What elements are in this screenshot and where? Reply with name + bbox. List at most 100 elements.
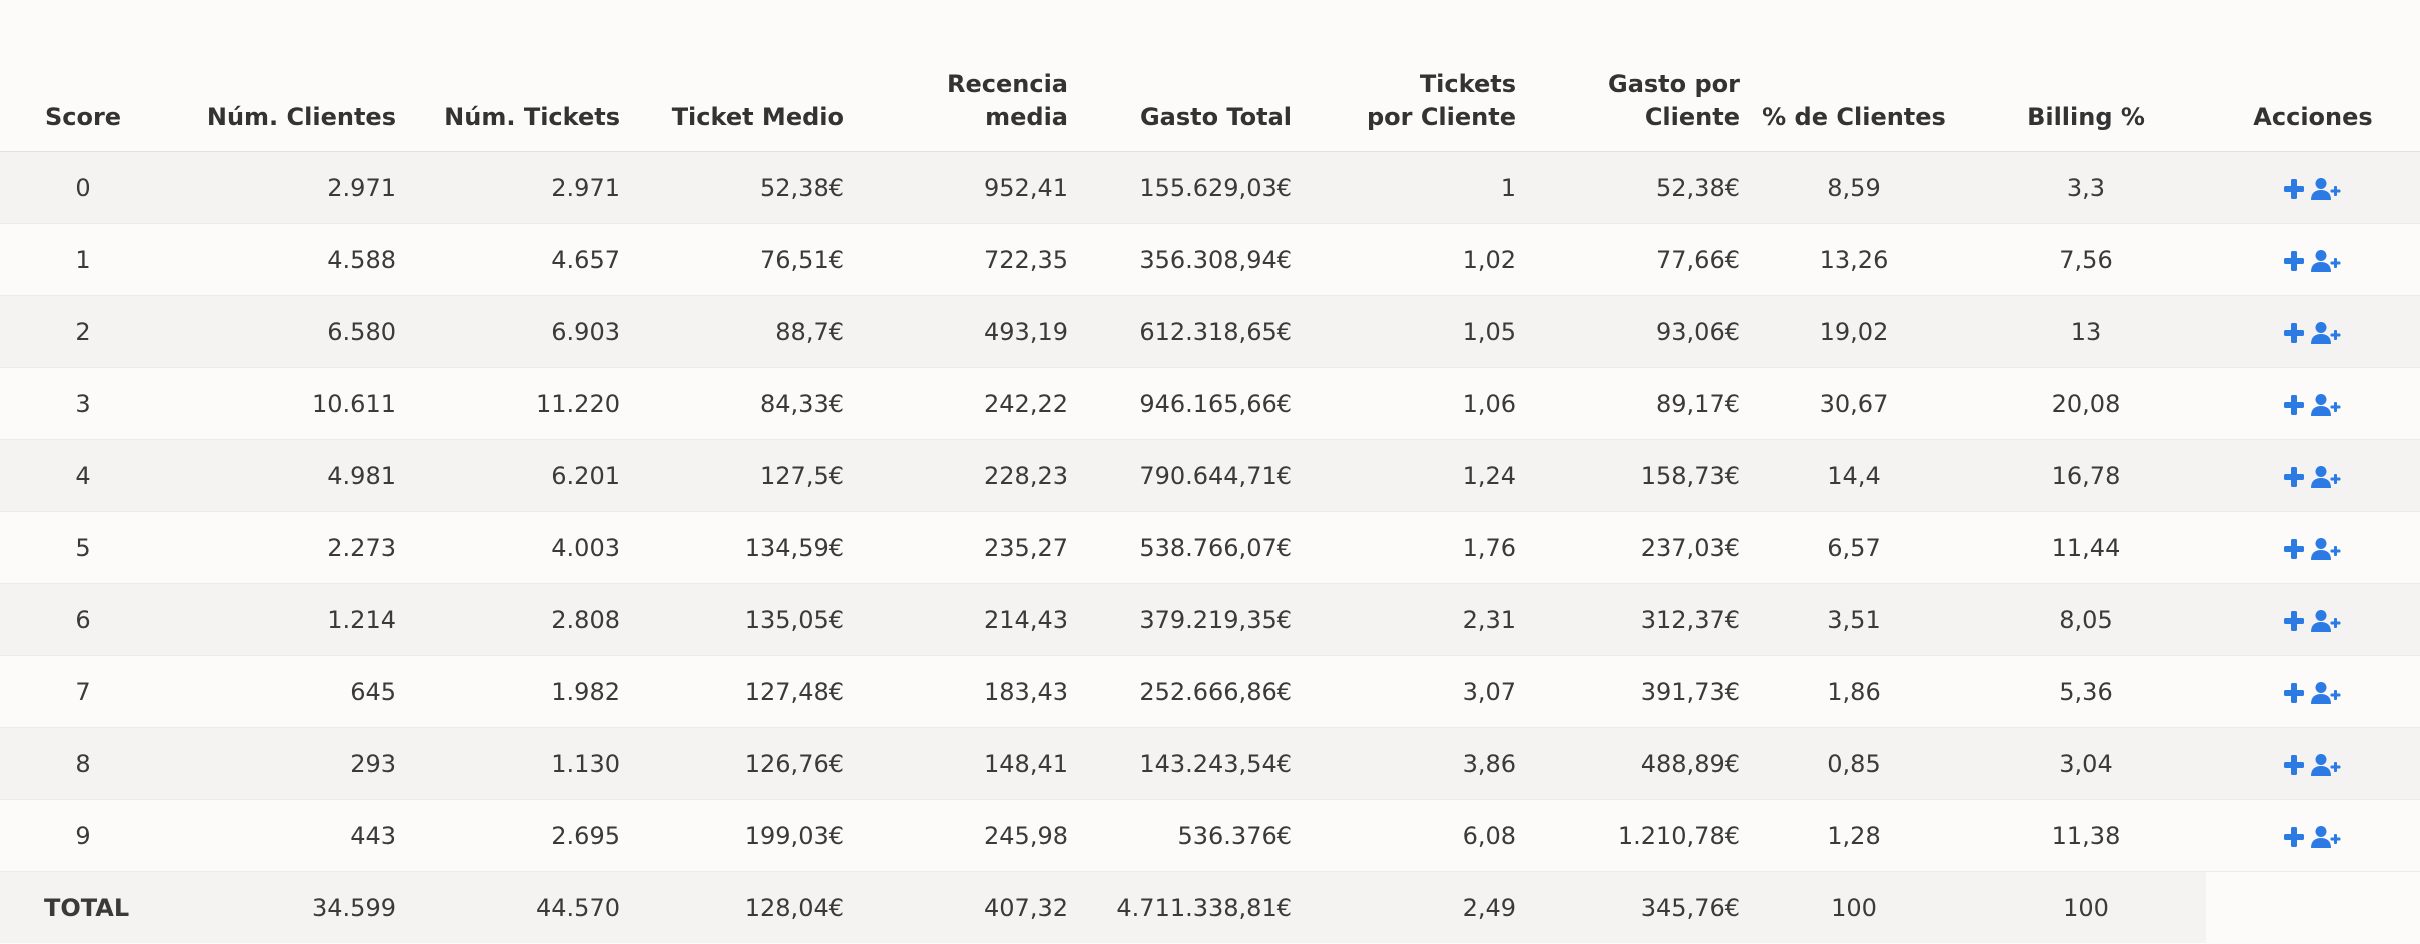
header-score[interactable]: Score [0,0,166,152]
cell-gasto-total: 790.644,71€ [1070,439,1294,512]
user-plus-icon[interactable] [2311,321,2343,345]
plus-icon[interactable] [2283,682,2305,704]
header-num-clientes[interactable]: Núm. Clientes [166,0,398,152]
cell-gasto-por-cliente: 237,03€ [1518,511,1742,584]
cell-num-clientes: 4.981 [166,439,398,512]
cell-recencia-media: 235,27 [846,511,1070,584]
cell-tickets-por-cliente: 1,02 [1294,223,1518,296]
cell-billing-pct: 3,04 [1966,727,2206,800]
plus-icon[interactable] [2283,538,2305,560]
plus-icon[interactable] [2283,178,2305,200]
header-pct-clientes[interactable]: % de Clientes [1742,0,1966,152]
cell-num-clientes: 2.273 [166,511,398,584]
cell-ticket-medio: 134,59€ [622,511,846,584]
cell-num-clientes: 443 [166,799,398,872]
cell-gasto-total: 252.666,86€ [1070,655,1294,728]
table-row: 1 4.588 4.657 76,51€ 722,35 356.308,94€ 1,02 77… [0,223,2420,296]
cell-tickets-por-cliente: 1,76 [1294,511,1518,584]
cell-acciones [2206,367,2420,440]
user-plus-icon[interactable] [2311,825,2343,849]
cell-ticket-medio: 127,5€ [622,439,846,512]
cell-tickets-por-cliente: 2,31 [1294,583,1518,656]
total-label: TOTAL [0,871,166,943]
cell-gasto-total: 143.243,54€ [1070,727,1294,800]
row-actions [2283,609,2343,633]
cell-billing-pct: 5,36 [1966,655,2206,728]
header-recencia-media[interactable]: Recencia media [846,0,1070,152]
header-recencia-media-label: Recencia media [947,70,1068,131]
header-gasto-total[interactable]: Gasto Total [1070,0,1294,152]
cell-acciones [2206,223,2420,296]
cell-score: 8 [0,727,166,800]
cell-score: 7 [0,655,166,728]
cell-recencia-media: 722,35 [846,223,1070,296]
cell-gasto-total: 538.766,07€ [1070,511,1294,584]
cell-gasto-por-cliente: 1.210,78€ [1518,799,1742,872]
cell-num-clientes: 1.214 [166,583,398,656]
cell-tickets-por-cliente: 3,86 [1294,727,1518,800]
cell-recencia-media: 214,43 [846,583,1070,656]
cell-gasto-por-cliente: 312,37€ [1518,583,1742,656]
user-plus-icon[interactable] [2311,753,2343,777]
total-gasto-por-cliente: 345,76€ [1518,871,1742,943]
user-plus-icon[interactable] [2311,609,2343,633]
cell-ticket-medio: 199,03€ [622,799,846,872]
row-actions [2283,393,2343,417]
cell-billing-pct: 3,3 [1966,151,2206,224]
header-billing-pct[interactable]: Billing % [1966,0,2206,152]
table-row: 5 2.273 4.003 134,59€ 235,27 538.766,07€ 1,76 2… [0,511,2420,584]
total-row: TOTAL 34.599 44.570 128,04€ 407,32 4.711.338,… [0,871,2420,943]
header-gasto-por-cliente[interactable]: Gasto por Cliente [1518,0,1742,152]
header-num-tickets[interactable]: Núm. Tickets [398,0,622,152]
plus-icon[interactable] [2283,250,2305,272]
row-actions [2283,177,2343,201]
plus-icon[interactable] [2283,322,2305,344]
cell-score: 5 [0,511,166,584]
cell-tickets-por-cliente: 1,06 [1294,367,1518,440]
cell-gasto-por-cliente: 52,38€ [1518,151,1742,224]
plus-icon[interactable] [2283,754,2305,776]
cell-recencia-media: 952,41 [846,151,1070,224]
cell-num-tickets: 6.903 [398,295,622,368]
cell-acciones [2206,151,2420,224]
header-ticket-medio[interactable]: Ticket Medio [622,0,846,152]
cell-gasto-total: 612.318,65€ [1070,295,1294,368]
cell-pct-clientes: 8,59 [1742,151,1966,224]
header-tickets-por-cliente[interactable]: Tickets por Cliente [1294,0,1518,152]
plus-icon[interactable] [2283,466,2305,488]
cell-tickets-por-cliente: 1 [1294,151,1518,224]
user-plus-icon[interactable] [2311,249,2343,273]
cell-recencia-media: 242,22 [846,367,1070,440]
plus-icon[interactable] [2283,610,2305,632]
plus-icon[interactable] [2283,826,2305,848]
table-row: 8 293 1.130 126,76€ 148,41 143.243,54€ 3,86 488… [0,727,2420,800]
table-row: 3 10.611 11.220 84,33€ 242,22 946.165,66€ 1,06… [0,367,2420,440]
total-ticket-medio: 128,04€ [622,871,846,943]
total-acciones-empty [2206,871,2420,943]
cell-recencia-media: 183,43 [846,655,1070,728]
user-plus-icon[interactable] [2311,537,2343,561]
user-plus-icon[interactable] [2311,393,2343,417]
user-plus-icon[interactable] [2311,465,2343,489]
cell-pct-clientes: 6,57 [1742,511,1966,584]
user-plus-icon[interactable] [2311,177,2343,201]
user-plus-icon[interactable] [2311,681,2343,705]
cell-num-clientes: 2.971 [166,151,398,224]
cell-acciones [2206,655,2420,728]
table-header-row: Score Núm. Clientes Núm. Tickets Ticket … [0,0,2420,152]
cell-ticket-medio: 76,51€ [622,223,846,296]
cell-acciones [2206,799,2420,872]
cell-score: 9 [0,799,166,872]
table-row: 2 6.580 6.903 88,7€ 493,19 612.318,65€ 1,05 93,… [0,295,2420,368]
table-row: 6 1.214 2.808 135,05€ 214,43 379.219,35€ 2,31 3… [0,583,2420,656]
cell-num-tickets: 1.982 [398,655,622,728]
cell-tickets-por-cliente: 3,07 [1294,655,1518,728]
plus-icon[interactable] [2283,394,2305,416]
cell-score: 0 [0,151,166,224]
total-gasto-total: 4.711.338,81€ [1070,871,1294,943]
cell-pct-clientes: 19,02 [1742,295,1966,368]
table-row: 4 4.981 6.201 127,5€ 228,23 790.644,71€ 1,24 15… [0,439,2420,512]
row-actions [2283,465,2343,489]
cell-gasto-total: 946.165,66€ [1070,367,1294,440]
cell-num-clientes: 293 [166,727,398,800]
